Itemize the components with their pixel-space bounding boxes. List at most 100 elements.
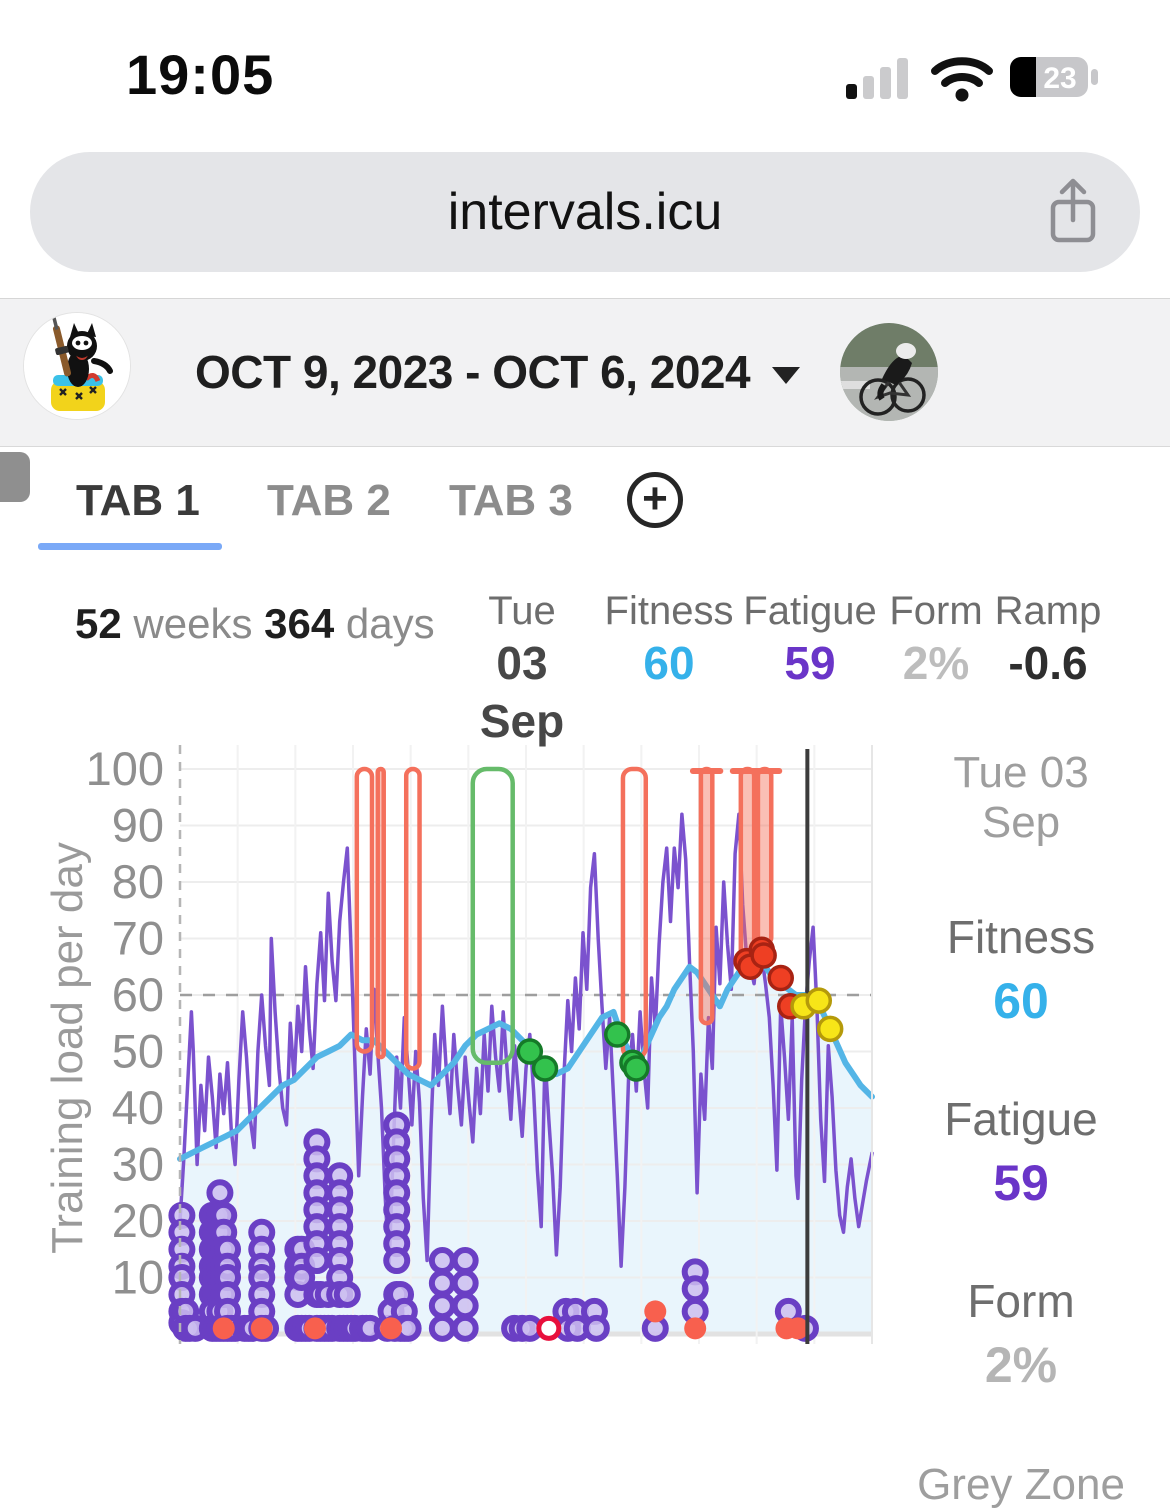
summary-col-value-2: 59	[784, 637, 836, 689]
red-ring-dot	[536, 1315, 562, 1341]
activity-dot	[451, 1292, 479, 1320]
summary-col-value-3: 2%	[902, 637, 970, 689]
summary-col-label-1: Fitness	[604, 589, 734, 633]
summary-col-ramp: Ramp -0.6	[988, 588, 1108, 692]
red-activity-dot	[212, 1317, 235, 1340]
tab-1[interactable]: TAB 1	[76, 476, 200, 525]
event-bar-red	[738, 766, 757, 964]
red-activity-dot	[786, 1317, 809, 1340]
activity-dot	[451, 1269, 479, 1297]
y-tick-20: 20	[112, 1194, 164, 1247]
y-tick-30: 30	[112, 1138, 164, 1191]
activity-dot	[428, 1314, 456, 1342]
red-activity-dot	[303, 1317, 326, 1340]
fitness-label: Fitness	[946, 911, 1096, 963]
summary-col-fatigue: Fatigue 59	[740, 588, 880, 692]
cursor-readout-panel: Tue 03 Sep Fitness 60 Fatigue 59 Form 2%…	[905, 748, 1137, 1510]
profile-avatar[interactable]	[840, 323, 938, 421]
summary-col-value-1: 60	[643, 637, 695, 689]
activity-dot	[383, 1247, 411, 1275]
y-tick-70: 70	[112, 912, 164, 965]
event-bar-red	[354, 766, 375, 1054]
status-time: 19:05	[126, 43, 275, 106]
url-bar[interactable]: intervals.icu	[30, 152, 1140, 272]
active-tab-indicator	[38, 543, 222, 550]
green-marker-dot	[604, 1021, 631, 1048]
browser-toolbar: intervals.icu	[0, 140, 1170, 298]
activity-dot	[582, 1314, 610, 1342]
activity-dot	[451, 1247, 479, 1275]
fatigue-label: Fatigue	[944, 1093, 1098, 1145]
red-activity-dot	[684, 1317, 707, 1340]
range-summary: 52 weeks 364 days	[75, 600, 435, 648]
event-bar-red	[755, 766, 774, 947]
status-bar: 19:05 23	[0, 0, 1170, 140]
y-tick-40: 40	[112, 1081, 164, 1134]
weeks-value: 52	[75, 600, 122, 647]
red-activity-dot	[644, 1300, 667, 1323]
event-bar-red	[698, 766, 715, 1026]
yellow-marker-dot	[805, 987, 833, 1014]
share-icon	[1050, 178, 1096, 243]
activity-dot	[681, 1275, 709, 1303]
activity-dot	[451, 1314, 479, 1342]
content-sheet	[0, 447, 1170, 1344]
summary-col-label-0: Tue	[488, 589, 556, 633]
weeks-label: weeks	[133, 600, 253, 647]
event-bar-red	[403, 766, 422, 1071]
event-bar-red	[375, 766, 386, 1060]
y-tick-10: 10	[112, 1251, 164, 1304]
url-text[interactable]: intervals.icu	[447, 183, 723, 241]
activity-dot	[206, 1179, 234, 1207]
activity-dot	[428, 1247, 456, 1275]
grey-zone-label: Grey Zone	[917, 1460, 1125, 1509]
share-button[interactable]	[1044, 176, 1102, 253]
summary-col-fitness: Fitness 60	[599, 588, 739, 692]
date-range-selector[interactable]: OCT 9, 2023 - OCT 6, 2024	[195, 299, 801, 446]
cat-logo-icon	[24, 313, 130, 419]
activity-dot	[428, 1269, 456, 1297]
days-value: 364	[264, 600, 335, 647]
y-tick-60: 60	[112, 968, 164, 1021]
event-bar-green	[470, 766, 515, 1066]
tab-3[interactable]: TAB 3	[449, 476, 573, 525]
green-marker-dot	[531, 1055, 559, 1082]
green-marker-dot	[623, 1055, 650, 1082]
status-icons: 23	[846, 52, 1100, 102]
battery-percent: 23	[1043, 62, 1076, 95]
summary-col-value-0: 03 Sep	[479, 637, 565, 747]
summary-col-value-4: -0.6	[1008, 637, 1088, 689]
red-marker-dot	[750, 942, 777, 969]
cellular-signal-icon	[846, 58, 908, 99]
activity-dot	[428, 1292, 456, 1320]
cyclist-photo	[840, 323, 938, 421]
y-tick-80: 80	[112, 855, 164, 908]
y-tick-50: 50	[112, 1025, 164, 1078]
battery-icon: 23	[1010, 57, 1098, 97]
summary-col-date: Tue 03 Sep	[462, 588, 582, 750]
wifi-icon	[931, 57, 993, 102]
fitness-value: 60	[993, 973, 1049, 1029]
summary-col-form: Form 2%	[876, 588, 996, 692]
fatigue-value: 59	[993, 1155, 1049, 1211]
green-marker-dot	[516, 1038, 544, 1065]
drag-handle[interactable]	[0, 452, 30, 502]
summary-col-label-3: Form	[889, 589, 983, 633]
date-range-label: OCT 9, 2023 - OCT 6, 2024	[195, 346, 751, 398]
tab-2[interactable]: TAB 2	[267, 476, 391, 525]
dropdown-caret-icon	[772, 367, 801, 385]
summary-col-label-4: Ramp	[994, 589, 1102, 633]
activity-dot	[303, 1247, 331, 1275]
activity-dot	[333, 1280, 361, 1308]
plus-icon: +	[642, 474, 668, 523]
red-activity-dot	[380, 1317, 403, 1340]
y-tick-100: 100	[86, 745, 164, 795]
red-activity-dot	[250, 1317, 273, 1340]
app-logo-avatar[interactable]	[24, 313, 130, 419]
yellow-marker-dot	[816, 1015, 844, 1043]
form-value: 2%	[984, 1337, 1058, 1393]
add-tab-button[interactable]: +	[627, 472, 683, 528]
red-marker-dot	[767, 964, 794, 992]
summary-col-label-2: Fatigue	[743, 589, 877, 633]
